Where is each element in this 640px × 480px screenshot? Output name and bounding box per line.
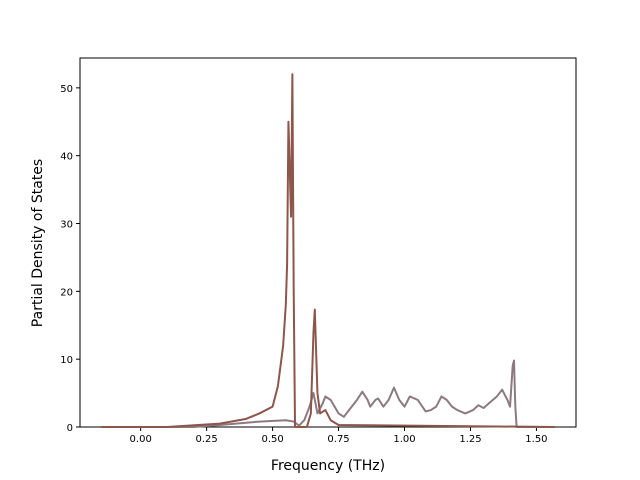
- x-tick-label: 1.25: [459, 434, 481, 445]
- x-tick-label: 0.75: [327, 434, 349, 445]
- plot-frame: [79, 57, 577, 428]
- y-tick-label: 40: [60, 152, 73, 163]
- y-tick-label: 20: [60, 287, 73, 298]
- x-tick-label: 0.00: [130, 434, 152, 445]
- x-tick-label: 1.00: [393, 434, 415, 445]
- y-tick-label: 0: [67, 423, 73, 434]
- x-tick-label: 0.25: [196, 434, 218, 445]
- x-tick-label: 1.50: [525, 434, 547, 445]
- y-tick-label: 50: [60, 84, 73, 95]
- x-tick-label: 0.50: [261, 434, 283, 445]
- x-axis-title: Frequency (THz): [271, 458, 385, 474]
- y-tick-label: 30: [60, 220, 73, 231]
- y-axis-title: Partial Density of States: [30, 159, 46, 327]
- y-tick-label: 10: [60, 355, 73, 366]
- series-line: [101, 73, 555, 428]
